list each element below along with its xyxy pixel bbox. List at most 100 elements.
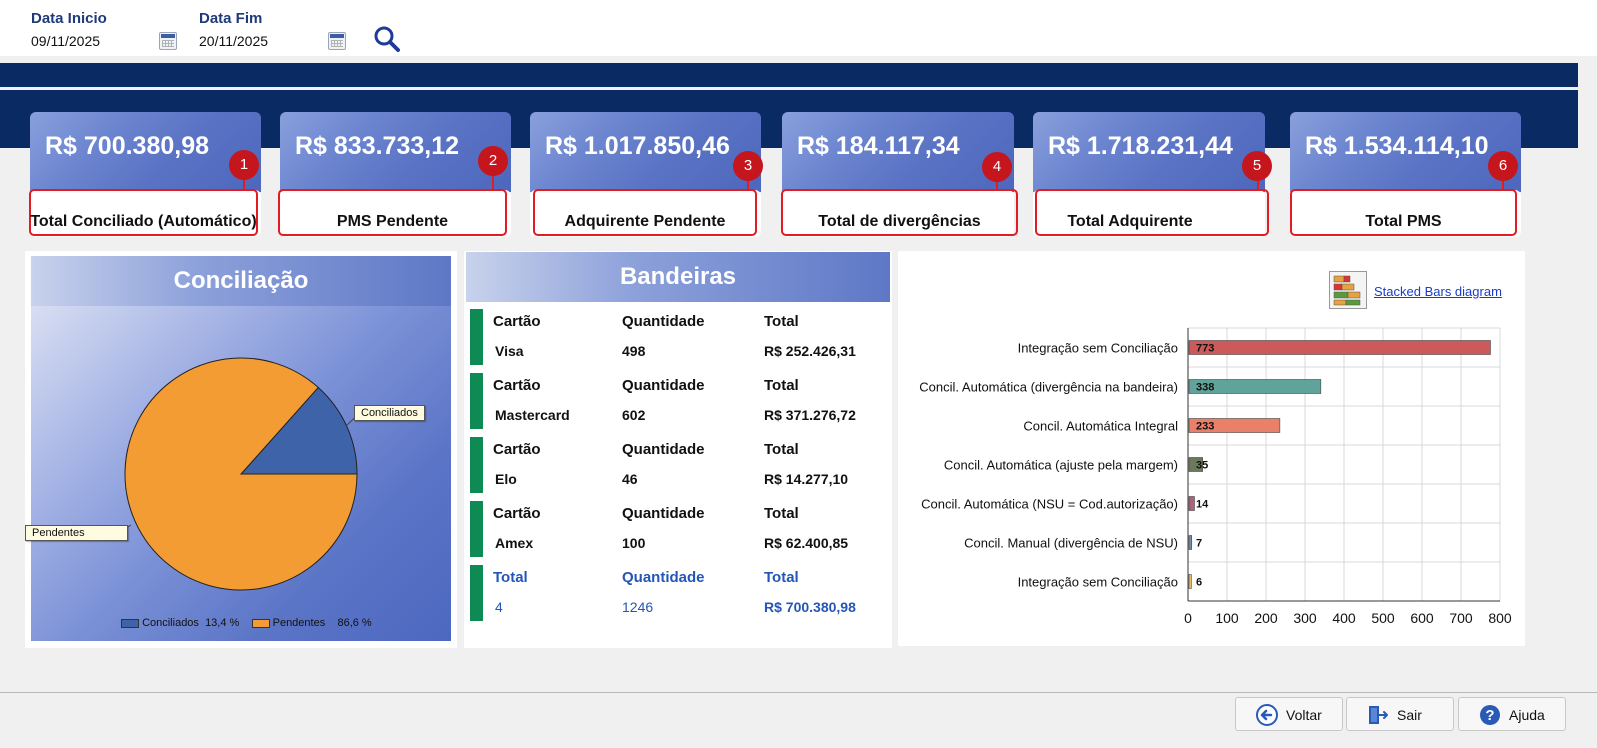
voltar-label: Voltar (1286, 707, 1322, 723)
col-header-total: Total (764, 505, 799, 522)
col-header-card: Cartão (493, 377, 541, 394)
card-total: R$ 14.277,10 (764, 471, 849, 487)
bandeira-row: Cartão Quantidade Total Mastercard 602 R… (470, 373, 886, 429)
x-tick-label: 700 (1449, 610, 1473, 626)
exit-door-icon (1369, 706, 1388, 724)
header-band (0, 63, 1578, 87)
x-tick-label: 500 (1371, 610, 1395, 626)
row-marker (470, 565, 483, 621)
bar-value-label: 7 (1196, 538, 1202, 550)
card-total: R$ 62.400,85 (764, 535, 849, 551)
bar-chart: 0 100 200 300 400 500 600 700 800 Integração sem … (919, 327, 1512, 626)
kpi-value: R$ 184.117,34 (797, 132, 960, 160)
bandeira-row: Cartão Quantidade Total Amex 100 R$ 62.4… (470, 501, 886, 557)
ajuda-label: Ajuda (1509, 707, 1545, 723)
kpi-badge: 4 (982, 152, 1012, 182)
row-marker (470, 309, 483, 365)
category-label: Concil. Manual (divergência de NSU) (964, 536, 1178, 551)
pie-chart (118, 357, 363, 591)
bar (1188, 340, 1491, 355)
total-card-count: 4 (495, 599, 503, 615)
col-header-qty: Quantidade (622, 441, 705, 458)
kpi-label: Total de divergências (818, 213, 981, 230)
legend-name: Conciliados (142, 617, 199, 629)
kpi-highlight-box (1035, 189, 1269, 236)
back-arrow-icon (1256, 704, 1278, 726)
col-header-total: Total (764, 441, 799, 458)
kpi-highlight-box (29, 189, 258, 236)
x-tick-label: 300 (1293, 610, 1317, 626)
search-icon[interactable] (372, 24, 402, 54)
card-name: Elo (495, 471, 517, 487)
start-date-input[interactable]: 09/11/2025 (31, 33, 101, 49)
voltar-button[interactable]: Voltar (1235, 697, 1343, 731)
kpi-badge: 3 (733, 151, 763, 181)
col-header-qty: Quantidade (622, 377, 705, 394)
kpi-card-pms-pendente: R$ 833.733,12 (280, 112, 511, 192)
row-marker (470, 373, 483, 429)
kpi-value: R$ 1.534.114,10 (1305, 132, 1489, 160)
total-header-qty: Quantidade (622, 569, 705, 586)
bar (1188, 379, 1322, 394)
stacked-bars-icon[interactable] (1329, 271, 1367, 309)
ajuda-button[interactable]: ? Ajuda (1458, 697, 1566, 731)
bar (1188, 535, 1193, 550)
footer-divider (0, 692, 1597, 693)
kpi-badge: 2 (478, 146, 508, 176)
x-tick-label: 400 (1332, 610, 1356, 626)
pie-legend: Conciliados 13,4 % Pendentes 86,6 % (121, 617, 372, 629)
bar-value-label: 773 (1196, 343, 1214, 355)
kpi-badge: 5 (1242, 151, 1272, 181)
end-date-input[interactable]: 20/11/2025 (199, 33, 269, 49)
card-total: R$ 252.426,31 (764, 343, 856, 359)
bar (1188, 457, 1203, 472)
bar (1188, 496, 1195, 511)
kpi-label-card (280, 190, 511, 237)
stacked-bars-link[interactable]: Stacked Bars diagram (1374, 284, 1502, 299)
total-value: R$ 700.380,98 (764, 599, 856, 615)
x-tick-label: 100 (1215, 610, 1239, 626)
svg-text:?: ? (1485, 707, 1494, 724)
col-header-total: Total (764, 377, 799, 394)
sair-label: Sair (1397, 707, 1422, 723)
calendar-icon[interactable] (159, 32, 177, 50)
badge-pointer (243, 178, 245, 190)
kpi-highlight-box (533, 189, 757, 236)
legend-swatch-pendentes (251, 618, 270, 628)
start-date-label: Data Inicio (31, 10, 107, 27)
sair-button[interactable]: Sair (1346, 697, 1454, 731)
filter-bar: Data Inicio 09/11/2025 Data Fim 20/11/20… (0, 0, 1597, 56)
kpi-label: PMS Pendente (336, 213, 449, 230)
bandeira-row: Cartão Quantidade Total Visa 498 R$ 252.… (470, 309, 886, 365)
col-header-card: Cartão (493, 441, 541, 458)
conciliacao-chart-area: Conciliados Pendentes Conciliados 13,4 %… (25, 306, 451, 641)
bar (1188, 574, 1192, 589)
kpi-card-total-adquirente: R$ 1.718.231,44 (1033, 112, 1265, 192)
kpi-label: Total Conciliado (Automático) (30, 213, 257, 230)
card-name: Visa (495, 343, 524, 359)
kpi-card-conciliado: R$ 700.380,98 (30, 112, 261, 192)
badge-pointer (1257, 178, 1259, 190)
category-label: Integração sem Conciliação (1018, 341, 1178, 356)
kpi-value: R$ 700.380,98 (45, 132, 210, 160)
category-label: Concil. Automática (divergência na bande… (919, 380, 1178, 395)
kpi-value: R$ 1.017.850,46 (545, 132, 730, 160)
kpi-label-card (1033, 190, 1265, 237)
badge-pointer (1502, 178, 1504, 190)
kpi-card-adquirente-pendente: R$ 1.017.850,46 (530, 112, 761, 192)
col-header-qty: Quantidade (622, 505, 705, 522)
bandeiras-panel (464, 251, 892, 648)
bar-value-label: 338 (1196, 382, 1214, 394)
kpi-label: Total Adquirente (1067, 213, 1193, 230)
legend-pct: 86,6 % (337, 617, 372, 629)
calendar-icon[interactable] (328, 32, 346, 50)
category-label: Integração sem Conciliação (1018, 575, 1178, 590)
category-label: Concil. Automática Integral (1023, 419, 1178, 434)
callout-pendentes: Pendentes (25, 525, 128, 541)
kpi-highlight-box (278, 189, 507, 236)
bar (1188, 418, 1281, 433)
category-label: Concil. Automática (NSU = Cod.autorizaçã… (921, 497, 1178, 512)
x-tick-label: 800 (1488, 610, 1512, 626)
bar-value-label: 35 (1196, 460, 1208, 472)
card-total: R$ 371.276,72 (764, 407, 856, 423)
